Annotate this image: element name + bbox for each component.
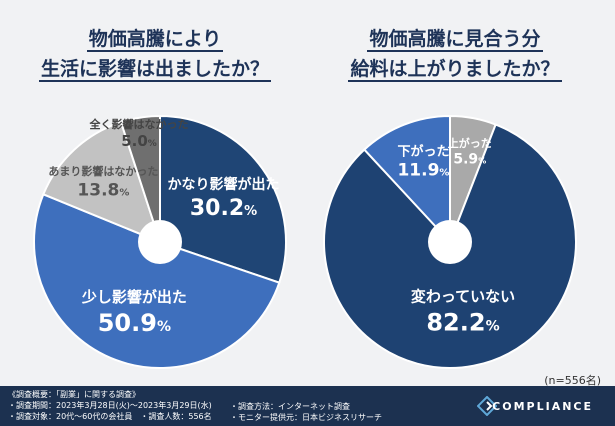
chart-title-left: 物価高騰により 生活に影響は出ましたか？ bbox=[20, 24, 290, 84]
pie-slice bbox=[362, 114, 451, 245]
survey-summary: 《調査概要：「副業」に関する調査》 ・調査期間：2023年3月28日(火)～20… bbox=[8, 389, 212, 422]
survey-period: ・調査期間：2023年3月28日(火)～2023年3月29日(水) bbox=[8, 401, 212, 410]
brand-name: COMPLIANCE bbox=[492, 400, 593, 413]
pie-charts: かなり影響が出た 30.2% 少し影響が出た 50.9% あまり影響はなかった 13.8%… bbox=[33, 114, 577, 370]
pie-slice-value: 82.2% bbox=[426, 308, 499, 336]
pie-slice bbox=[33, 192, 281, 370]
pie-slice-value: 30.2% bbox=[190, 196, 257, 221]
pie-slice bbox=[42, 120, 162, 244]
chart-title-right: 物価高騰に見合う分 給料は上がりましたか？ bbox=[310, 24, 600, 84]
pie-center-hole bbox=[138, 220, 182, 264]
pie-slice bbox=[119, 114, 161, 243]
pie-slice-label: 下がった bbox=[397, 143, 449, 159]
pie-slice-value: 5.0% bbox=[121, 132, 157, 150]
pie-slice-label: あまり影響はなかった bbox=[48, 164, 158, 178]
survey-method: ・調査方法：インターネット調査 bbox=[230, 402, 350, 411]
chart-title-left-line-2: 生活に影響は出ましたか？ bbox=[38, 58, 271, 82]
sample-size: (n=556名) bbox=[544, 374, 601, 387]
pie-slice-value: 5.9% bbox=[453, 152, 486, 168]
chart-title-right-line-1: 物価高騰に見合う分 bbox=[367, 28, 543, 52]
survey-summary-title: 《調査概要：「副業」に関する調査》 bbox=[8, 390, 140, 399]
chart-title-left-line-1: 物価高騰により bbox=[86, 28, 224, 52]
pie-slice-label: 上がった bbox=[448, 136, 492, 150]
footer: 《調査概要：「副業」に関する調査》 ・調査期間：2023年3月28日(火)～20… bbox=[0, 386, 615, 426]
pie-slice-value: 11.9% bbox=[397, 161, 449, 181]
pie-slice-label: 少し影響が出た bbox=[81, 288, 187, 306]
pie-chart-1: かなり影響が出た 30.2% 少し影響が出た 50.9% あまり影響はなかった 13.8%… bbox=[33, 114, 287, 370]
survey-monitor: ・モニター提供元：日本ビジネスリサーチ bbox=[230, 413, 382, 422]
pie-slice bbox=[159, 114, 287, 284]
survey-method-block: ・調査方法：インターネット調査 ・モニター提供元：日本ビジネスリサーチ bbox=[230, 401, 382, 423]
pie-slice-label: 変わっていない bbox=[411, 288, 515, 306]
pie-chart-2: 上がった 5.9% 変わっていない 82.2% 下がった 11.9% bbox=[323, 114, 577, 369]
pie-slice-value: 50.9% bbox=[98, 309, 171, 337]
compliance-logo-icon bbox=[477, 396, 497, 416]
chart-title-right-line-2: 給料は上がりましたか？ bbox=[348, 58, 562, 82]
pie-slice-label: かなり影響が出た bbox=[168, 176, 280, 193]
pie-center-hole bbox=[428, 220, 472, 264]
survey-target: ・調査対象：20代～60代の会社員 ・調査人数：556名 bbox=[8, 412, 212, 421]
pie-slice-value: 13.8% bbox=[77, 181, 129, 201]
pie-slice-label: 全く影響はなかった bbox=[89, 117, 189, 131]
